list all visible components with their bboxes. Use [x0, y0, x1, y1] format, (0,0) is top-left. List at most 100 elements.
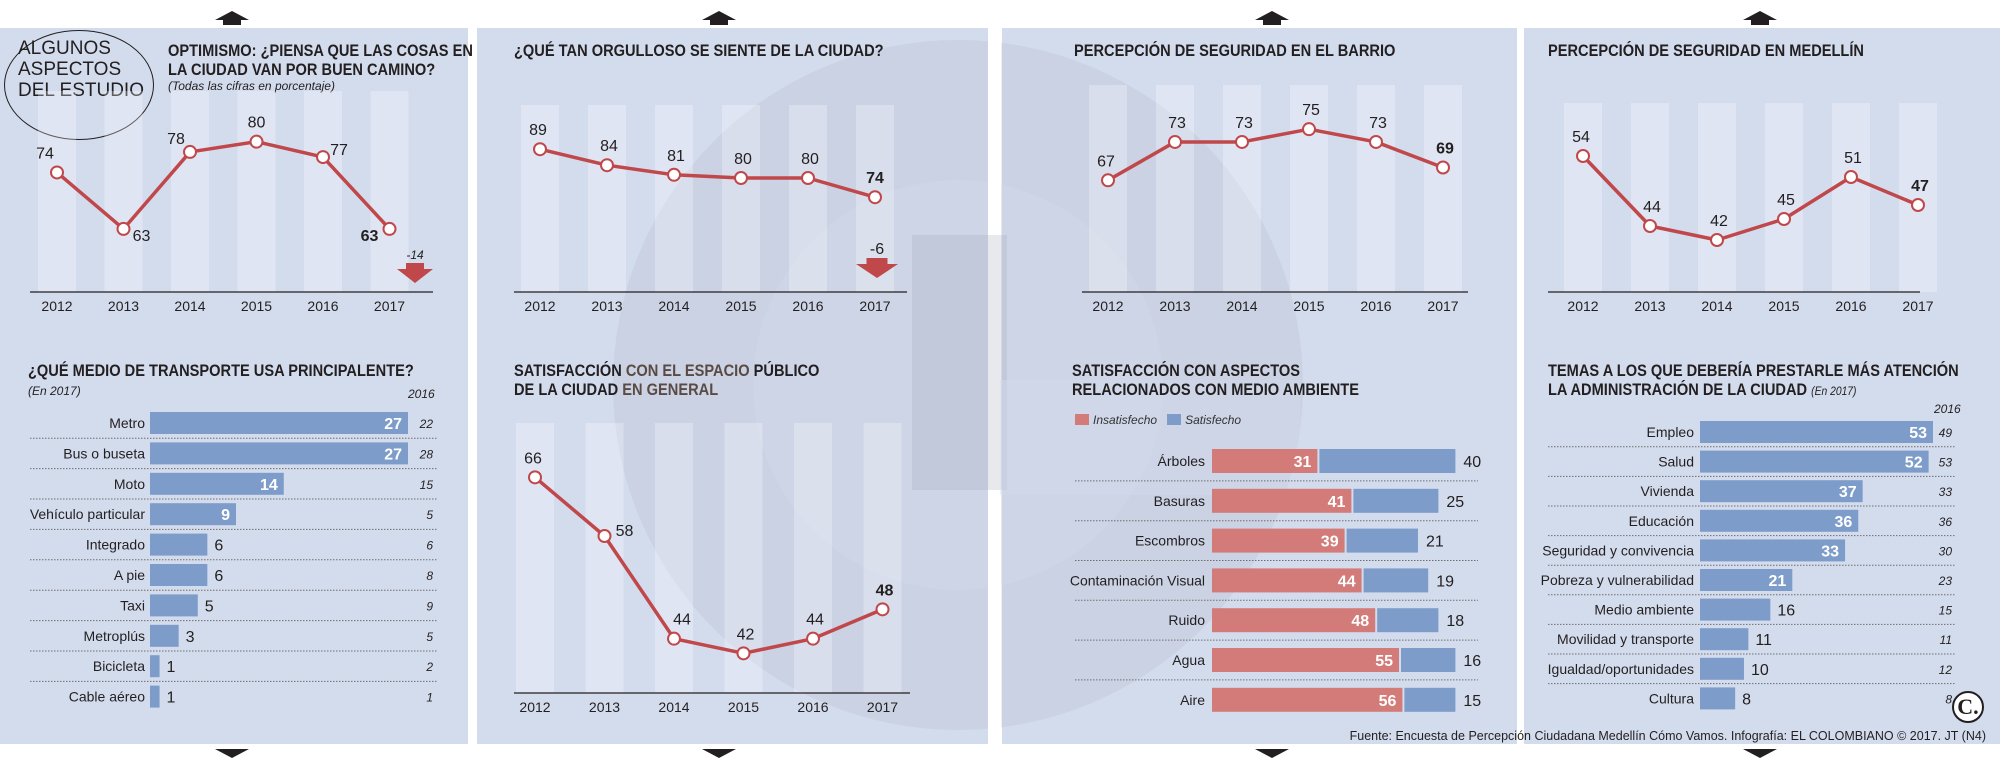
ambiente-bar-satisfecho-5: [1401, 648, 1456, 672]
barrio-point-2013: [1168, 134, 1182, 149]
ambiente-bar-insatisfecho-3: [1212, 568, 1362, 593]
temas-category-6: Medio ambiente: [1594, 602, 1694, 618]
medellin-x-tick-2017: 2017: [1902, 298, 1933, 314]
transporte-prev-value-3: 5: [426, 508, 433, 522]
temas-category-0: Empleo: [1647, 424, 1695, 440]
legend-swatch-blue: [1167, 414, 1182, 425]
ambiente-value-insatisfecho-6: 56: [1379, 693, 1397, 710]
title-barrio: PERCEPCIÓN DE SEGURIDAD EN EL BARRIO: [1074, 41, 1396, 60]
transporte-bar-7: [150, 624, 179, 647]
note-transporte: (En 2017): [28, 384, 81, 398]
transporte-prev-value-8: 2: [425, 660, 433, 674]
temas-category-5: Pobreza y vulnerabilidad: [1541, 572, 1694, 588]
medellin-column-2017: [1899, 103, 1937, 292]
transporte-value-5: 6: [214, 568, 223, 585]
orgullo-point-2012: [533, 142, 547, 157]
temas-value-1: 52: [1905, 455, 1923, 472]
barrio-data-label-2012: 67: [1097, 153, 1115, 170]
arrow-up-icon: [215, 11, 249, 20]
espacio-column-2013: [585, 423, 624, 693]
title-espacio-c: PÚBLICO: [753, 361, 820, 380]
transporte-category-9: Cable aéreo: [69, 689, 145, 705]
temas-value-4: 33: [1821, 543, 1839, 560]
title-espacio-d: DE LA CIUDAD: [514, 380, 619, 399]
orgullo-column-2013: [588, 105, 626, 292]
ambiente-bar-insatisfecho-2: [1212, 528, 1345, 553]
legend-label-red: Insatisfecho: [1093, 413, 1158, 427]
espacio-point-2013: [597, 529, 612, 543]
temas-prev-value-8: 12: [1939, 663, 1953, 677]
medellin-data-label-2013: 44: [1643, 199, 1661, 216]
medellin-point-2012: [1576, 149, 1590, 163]
barrio-column-2013: [1156, 85, 1194, 292]
temas-prev-value-1: 53: [1939, 456, 1953, 470]
barrio-column-2012: [1089, 85, 1127, 292]
barrio-x-tick-2017: 2017: [1427, 298, 1458, 314]
temas-prev-value-4: 30: [1939, 544, 1953, 558]
arrow-up-stem: [710, 20, 728, 25]
medellin-data-label-2016: 51: [1844, 150, 1862, 167]
ambiente-category-6: Aire: [1180, 692, 1205, 708]
ambiente-category-2: Escombros: [1135, 533, 1205, 549]
optimismo-data-label-2012: 74: [36, 145, 54, 162]
espacio-point-2012: [528, 470, 542, 485]
barrio-series-line: [1107, 127, 1444, 182]
medellin-point-2014: [1710, 233, 1724, 247]
ambiente-bar-satisfecho-4: [1377, 608, 1439, 633]
transporte-prev-value-2: 15: [420, 478, 434, 492]
orgullo-data-label-2016: 80: [801, 151, 819, 168]
ambiente-value-satisfecho-3: 19: [1436, 573, 1454, 590]
barrio-x-tick-2014: 2014: [1226, 298, 1257, 314]
transporte-category-8: Bicicleta: [93, 658, 145, 674]
transporte-prev-value-0: 22: [419, 417, 434, 431]
transporte-prev-value-5: 8: [426, 569, 433, 583]
arrow-up-stem: [1751, 20, 1769, 25]
ambiente-bar-insatisfecho-6: [1212, 687, 1403, 712]
medellin-column-2012: [1564, 103, 1602, 292]
medellin-x-tick-2014: 2014: [1701, 298, 1732, 314]
temas-bar-4: [1700, 539, 1846, 562]
espacio-data-label-2016: 44: [806, 612, 824, 629]
ambiente-bar-satisfecho-0: [1319, 449, 1456, 473]
orgullo-x-tick-2012: 2012: [524, 298, 555, 314]
espacio-point-2017: [875, 602, 890, 617]
transporte-category-5: A pie: [114, 567, 145, 583]
prev-header-temas: 2016: [1934, 402, 1961, 416]
transporte-bar-2: [150, 472, 284, 495]
temas-category-1: Salud: [1658, 454, 1694, 470]
temas-value-8: 10: [1751, 662, 1769, 679]
barrio-data-label-2015: 75: [1302, 102, 1320, 119]
espacio-data-label-2012: 66: [524, 450, 542, 467]
orgullo-data-label-2014: 81: [667, 148, 685, 165]
title-espacio-e: EN GENERAL: [618, 380, 719, 399]
transporte-bar-5: [150, 564, 208, 586]
optimismo-point-2015: [249, 134, 264, 149]
optimismo-point-2012: [50, 165, 64, 180]
transporte-value-1: 27: [384, 446, 402, 463]
transporte-value-6: 5: [205, 598, 214, 615]
barrio-column-2017: [1424, 85, 1462, 292]
ambiente-value-satisfecho-4: 18: [1446, 613, 1464, 630]
optimismo-column-2015: [237, 91, 276, 292]
medellin-point-2016: [1844, 170, 1858, 184]
ambiente-category-0: Árboles: [1158, 453, 1205, 469]
orgullo-x-tick-2016: 2016: [792, 298, 823, 314]
arrow-down-icon: [1255, 749, 1289, 758]
temas-bar-2: [1700, 480, 1863, 503]
arrow-up-icon: [1743, 11, 1777, 20]
transporte-prev-value-9: 1: [426, 691, 433, 705]
transporte-bar-9: [150, 685, 160, 708]
medellin-x-tick-2012: 2012: [1567, 298, 1598, 314]
ambiente-category-1: Basuras: [1154, 493, 1205, 509]
temas-value-6: 16: [1777, 603, 1795, 620]
transporte-category-3: Vehículo particular: [30, 506, 146, 522]
temas-value-2: 37: [1839, 484, 1857, 501]
ambiente-bar-satisfecho-1: [1353, 488, 1439, 513]
temas-category-8: Igualdad/oportunidades: [1548, 661, 1694, 677]
optimismo-point-2017: [382, 221, 397, 236]
medellin-series-line: [1581, 154, 1919, 242]
ambiente-value-satisfecho-6: 15: [1463, 693, 1481, 710]
transporte-prev-value-7: 5: [426, 630, 433, 644]
espacio-column-2017: [863, 423, 902, 693]
